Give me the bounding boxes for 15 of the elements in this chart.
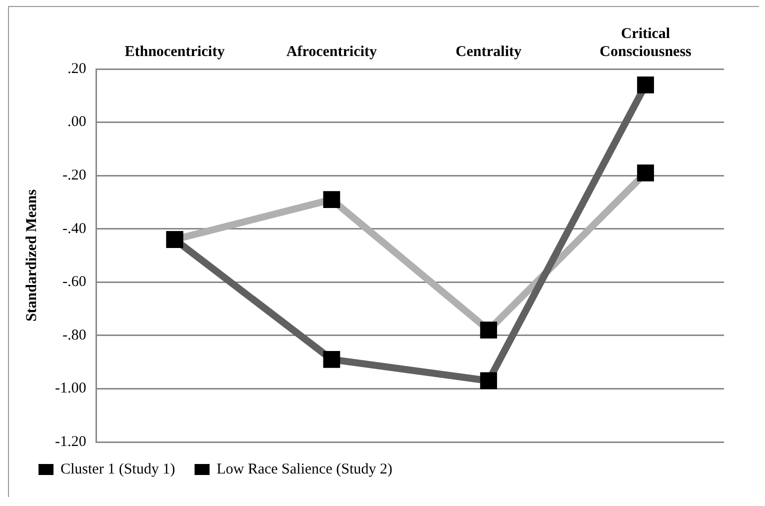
- y-tick-label: .20: [67, 60, 86, 77]
- y-tick-label: -.60: [62, 274, 86, 290]
- y-tick-label: -.80: [62, 327, 86, 344]
- legend-label: Cluster 1 (Study 1): [60, 461, 176, 478]
- y-axis-title: Standardized Means: [24, 189, 40, 322]
- x-tick-label: Afrocentricity: [286, 44, 378, 60]
- y-tick-label: -1.20: [54, 434, 86, 450]
- x-tick-label: Ethnocentricity: [124, 44, 226, 60]
- y-tick-label: .00: [67, 114, 86, 130]
- y-tick-label: -.40: [62, 220, 86, 237]
- x-tick-label: Critical Consciousness: [600, 26, 692, 60]
- y-tick-label: -1.00: [54, 380, 86, 397]
- x-tick-label: Centrality: [456, 44, 522, 60]
- y-tick-label: -.20: [62, 168, 86, 184]
- legend-label: Low Race Salience (Study 2): [216, 461, 392, 478]
